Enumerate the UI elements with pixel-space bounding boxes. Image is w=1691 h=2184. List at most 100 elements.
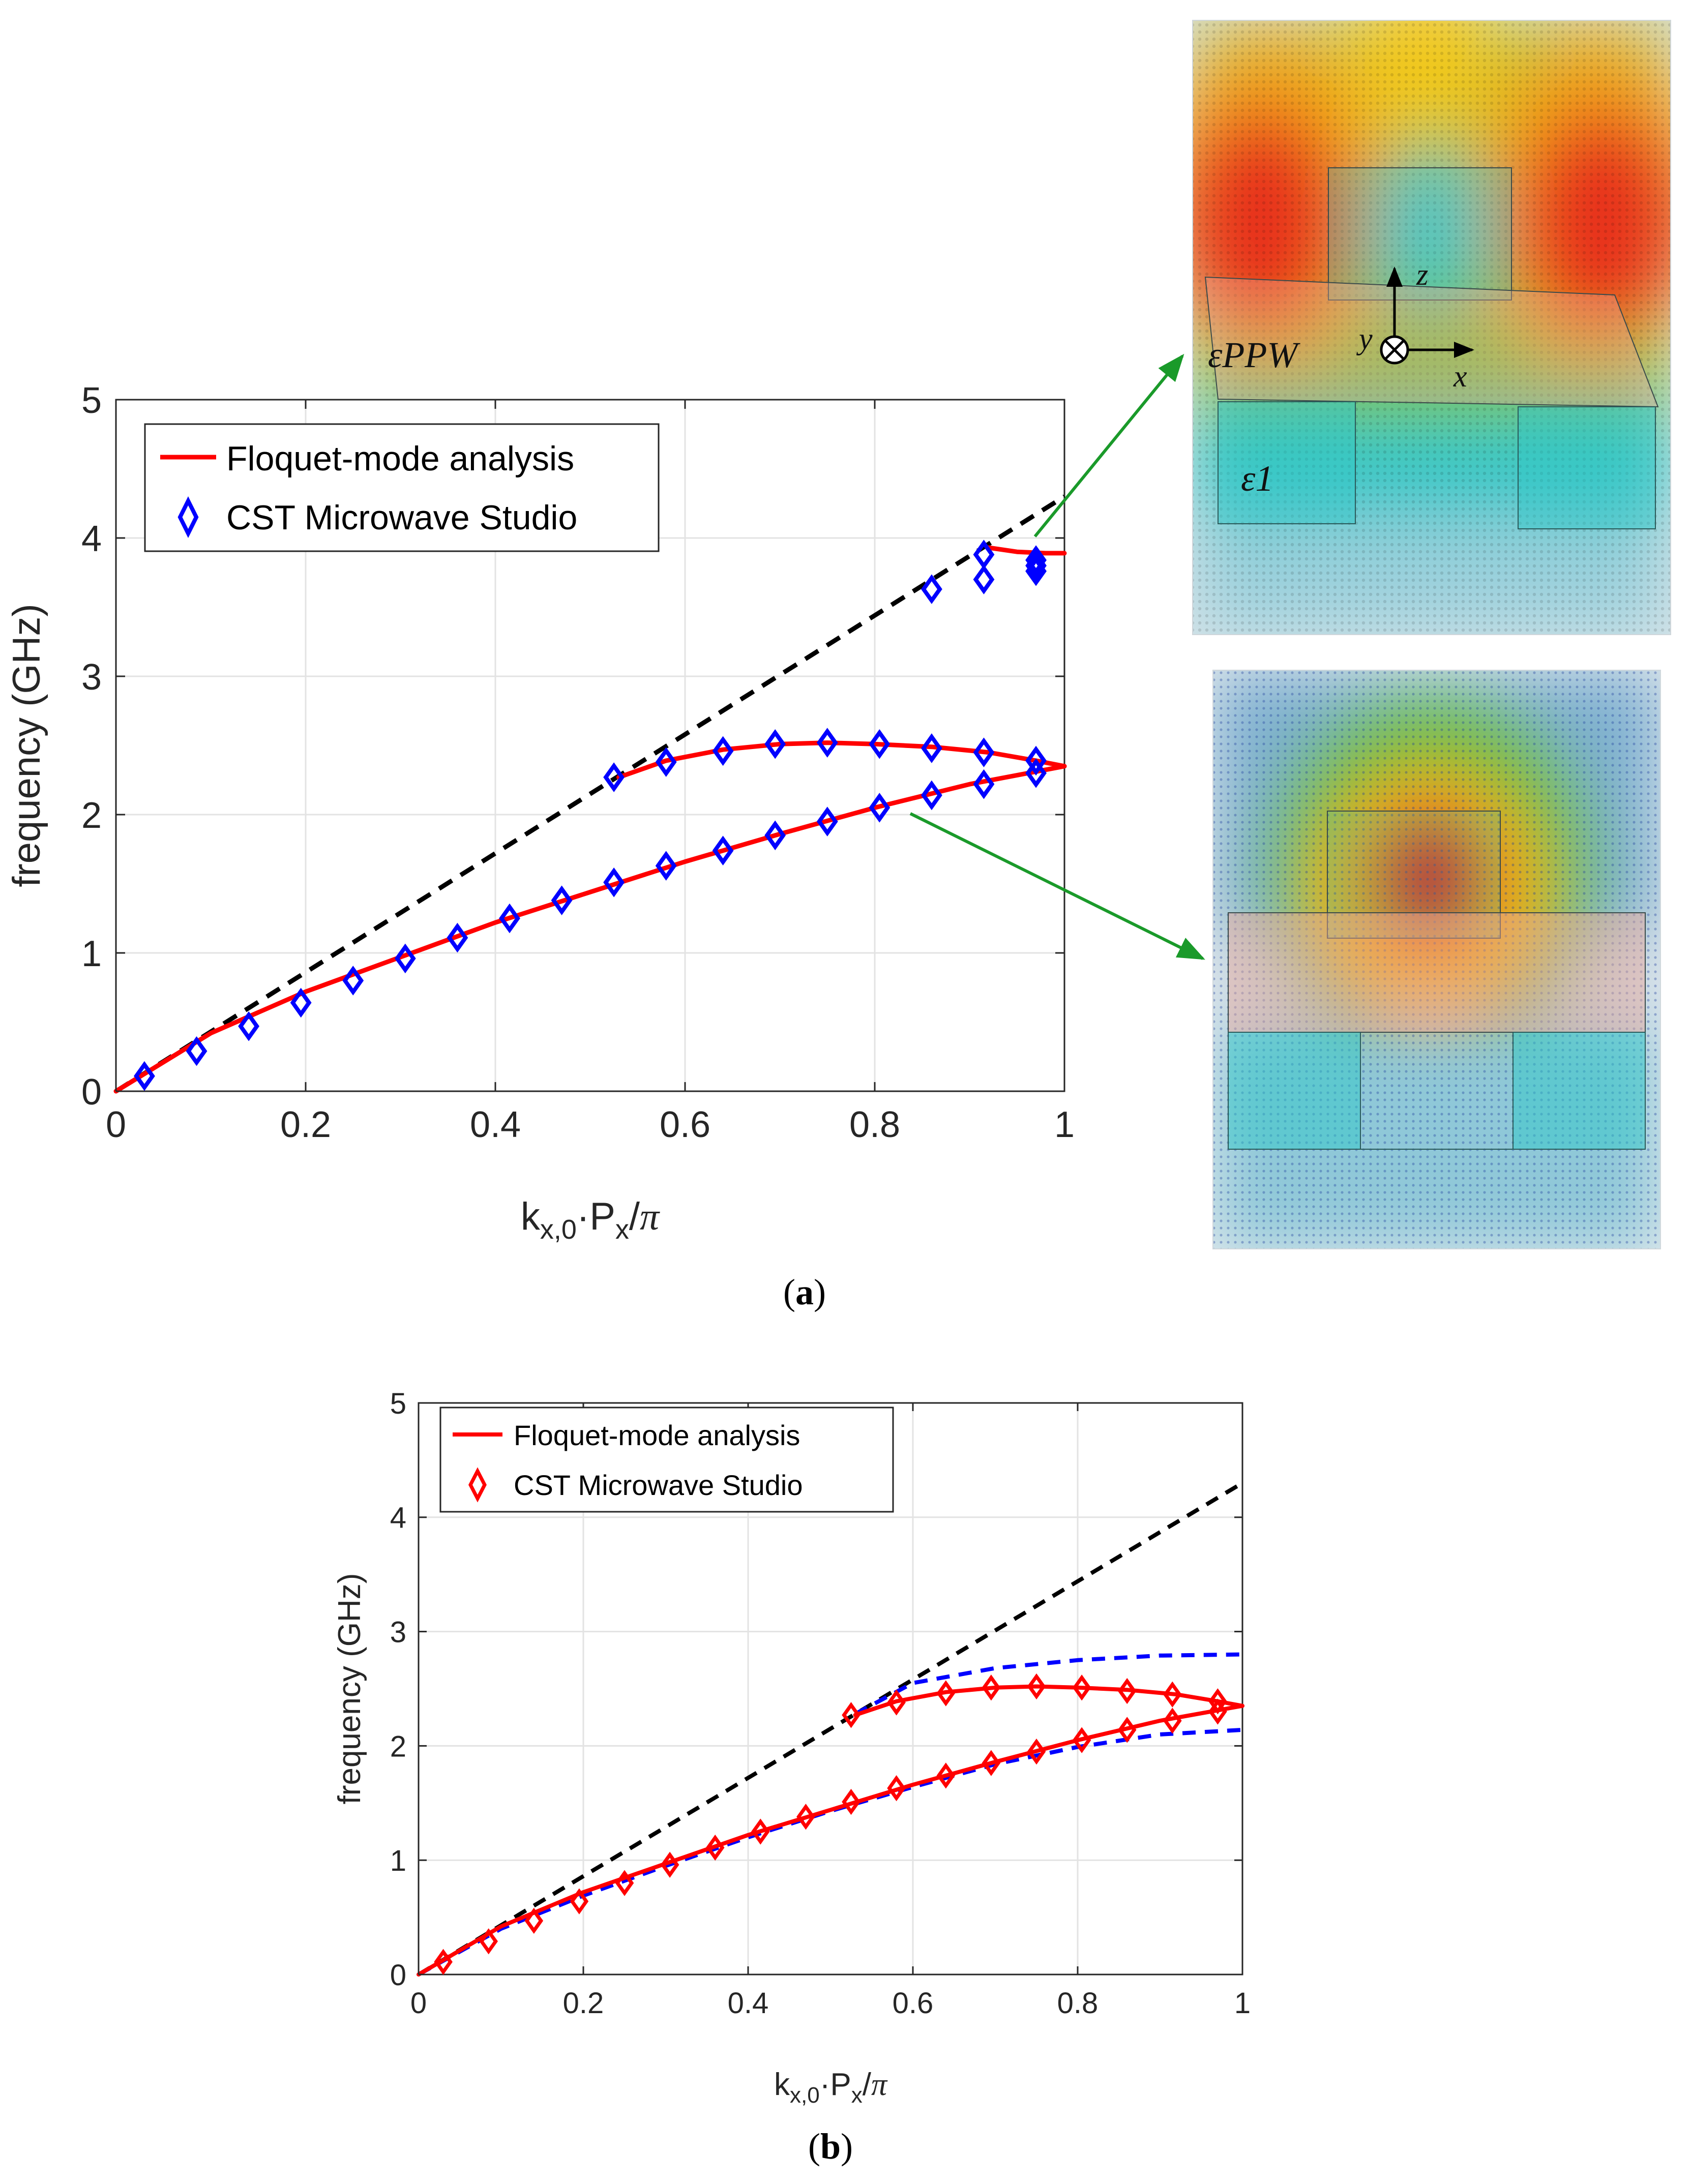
caption-b-letter: b bbox=[820, 2126, 841, 2167]
axis-label-z: z bbox=[1416, 258, 1428, 291]
y-tick-label: 0 bbox=[390, 1959, 406, 1992]
data-point-cst bbox=[982, 1750, 1001, 1776]
floquet-curve bbox=[113, 764, 1067, 1094]
ticks-a: 0 0.2 0.4 0.6 0.8 1 0 1 2 3 4 5 bbox=[81, 380, 1075, 1145]
y-axis-label-b: frequency (GHz) bbox=[332, 1573, 367, 1805]
x-tick-label: 1 bbox=[1234, 1987, 1251, 2020]
data-point-cst bbox=[869, 793, 891, 823]
x-tick-label: 0 bbox=[106, 1104, 126, 1145]
data-point-cst bbox=[1025, 745, 1047, 776]
caption-b-open: ( bbox=[808, 2126, 820, 2167]
caption-a-close: ) bbox=[814, 1272, 826, 1312]
y-tick-label: 2 bbox=[390, 1730, 406, 1763]
data-point-cst bbox=[712, 835, 734, 866]
floquet-curve bbox=[853, 1684, 1244, 1717]
dashed-curve bbox=[854, 1652, 1243, 1716]
data-point-cst bbox=[603, 762, 625, 792]
field-inset-top: z y x εPPW ε1 bbox=[1192, 20, 1671, 635]
data-point-cst bbox=[816, 806, 838, 836]
data-point-cst bbox=[1072, 1727, 1091, 1753]
label-eps1: ε1 bbox=[1241, 458, 1273, 499]
data-point-cst bbox=[660, 1851, 679, 1878]
data-point-cst bbox=[1027, 1739, 1046, 1765]
data-point-cst bbox=[1027, 1673, 1046, 1700]
x-tick-label: 0.6 bbox=[893, 1987, 934, 2020]
y-tick-label: 1 bbox=[81, 934, 102, 974]
data-point-cst bbox=[186, 1036, 207, 1066]
data-point-cst bbox=[551, 885, 573, 915]
data-point-cst bbox=[524, 1907, 544, 1934]
data-point-cst bbox=[290, 988, 312, 1018]
data-point-cst bbox=[1117, 1678, 1137, 1704]
axis-label-y: y bbox=[1356, 322, 1373, 355]
data-point-cst bbox=[447, 922, 468, 953]
data-point-cst bbox=[842, 1702, 861, 1728]
y-tick-label: 5 bbox=[390, 1387, 406, 1420]
data-point-cst bbox=[1117, 1717, 1137, 1743]
data-point-cst bbox=[655, 747, 677, 777]
data-point-cst bbox=[705, 1834, 725, 1861]
data-point-cst bbox=[751, 1818, 770, 1845]
y-tick-label: 0 bbox=[81, 1072, 102, 1113]
data-point-cst bbox=[973, 540, 995, 570]
x-tick-label: 0.8 bbox=[1057, 1987, 1099, 2020]
data-point-cst bbox=[982, 1674, 1001, 1701]
data-point-cst bbox=[1163, 1708, 1182, 1734]
field-inset-bottom bbox=[1212, 670, 1661, 1249]
data-point-cst bbox=[764, 729, 786, 759]
data-point-cst bbox=[1025, 758, 1047, 788]
data-point-cst bbox=[842, 1788, 861, 1815]
data-point-cst bbox=[434, 1949, 453, 1975]
y-tick-label: 4 bbox=[390, 1502, 406, 1535]
dashed-curve bbox=[418, 1727, 1243, 1977]
data-point-cst bbox=[921, 733, 942, 763]
y-axis-label-a: frequency (GHz) bbox=[5, 604, 48, 887]
x-axis-label-b: kx,0·Px/π bbox=[774, 2067, 888, 2108]
data-point-cst bbox=[764, 820, 786, 851]
data-point-cst bbox=[655, 851, 677, 881]
x-tick-label: 0.2 bbox=[563, 1987, 604, 2020]
x-tick-label: 0.8 bbox=[849, 1104, 900, 1145]
chart-b: 0 0.2 0.4 0.6 0.8 1 0 1 2 3 4 5 frequency (GHz) kx,… bbox=[332, 1387, 1251, 2108]
data-point-cst bbox=[936, 1680, 956, 1707]
x-tick-label: 0.4 bbox=[728, 1987, 769, 2020]
y-tick-label: 3 bbox=[81, 657, 102, 698]
legend-entry-cst-b: CST Microwave Studio bbox=[514, 1469, 803, 1501]
x-tick-label: 0.6 bbox=[660, 1104, 710, 1145]
label-eps-ppw: εPPW bbox=[1208, 335, 1300, 375]
arrow-to-top-inset bbox=[1033, 353, 1184, 537]
x-tick-label: 1 bbox=[1054, 1104, 1075, 1145]
data-point-cst bbox=[887, 1689, 906, 1716]
caption-b: (b) bbox=[808, 2126, 853, 2167]
y-tick-label: 1 bbox=[390, 1844, 406, 1877]
legend-entry-floquet-b: Floquet-mode analysis bbox=[514, 1419, 800, 1451]
y-tick-label: 2 bbox=[81, 795, 102, 836]
legend-box-b bbox=[439, 1407, 894, 1513]
data-point-cst bbox=[936, 1762, 956, 1789]
data-point-cst bbox=[1072, 1674, 1091, 1701]
legend-marker-swatch-b bbox=[468, 1467, 487, 1503]
y-tick-label: 3 bbox=[390, 1615, 406, 1649]
data-point-cst bbox=[921, 574, 942, 604]
legend-a: Floquet-mode analysis CST Microwave Stud… bbox=[144, 423, 660, 552]
y-tick-label: 5 bbox=[81, 380, 102, 421]
data-point-cst bbox=[1025, 545, 1047, 575]
label-eps1-text: ε1 bbox=[1241, 458, 1273, 499]
data-point-cst bbox=[479, 1928, 498, 1955]
legend-marker-swatch-a bbox=[177, 496, 199, 538]
data-point-cst bbox=[342, 966, 364, 996]
data-point-cst bbox=[887, 1775, 906, 1802]
legend-entry-floquet-a: Floquet-mode analysis bbox=[226, 439, 574, 478]
data-point-cst bbox=[238, 1011, 260, 1041]
data-point-cst bbox=[973, 769, 995, 799]
floquet-curve bbox=[417, 1703, 1244, 1977]
floquet-curve bbox=[616, 740, 1067, 780]
dashed-curve bbox=[114, 494, 1066, 1093]
ticks-b: 0 0.2 0.4 0.6 0.8 1 0 1 2 3 4 5 bbox=[390, 1387, 1251, 2020]
data-point-cst bbox=[615, 1870, 634, 1896]
data-point-cst bbox=[973, 564, 995, 594]
series-a bbox=[113, 494, 1067, 1094]
data-point-cst bbox=[921, 780, 942, 811]
x-tick-label: 0 bbox=[410, 1987, 427, 2020]
